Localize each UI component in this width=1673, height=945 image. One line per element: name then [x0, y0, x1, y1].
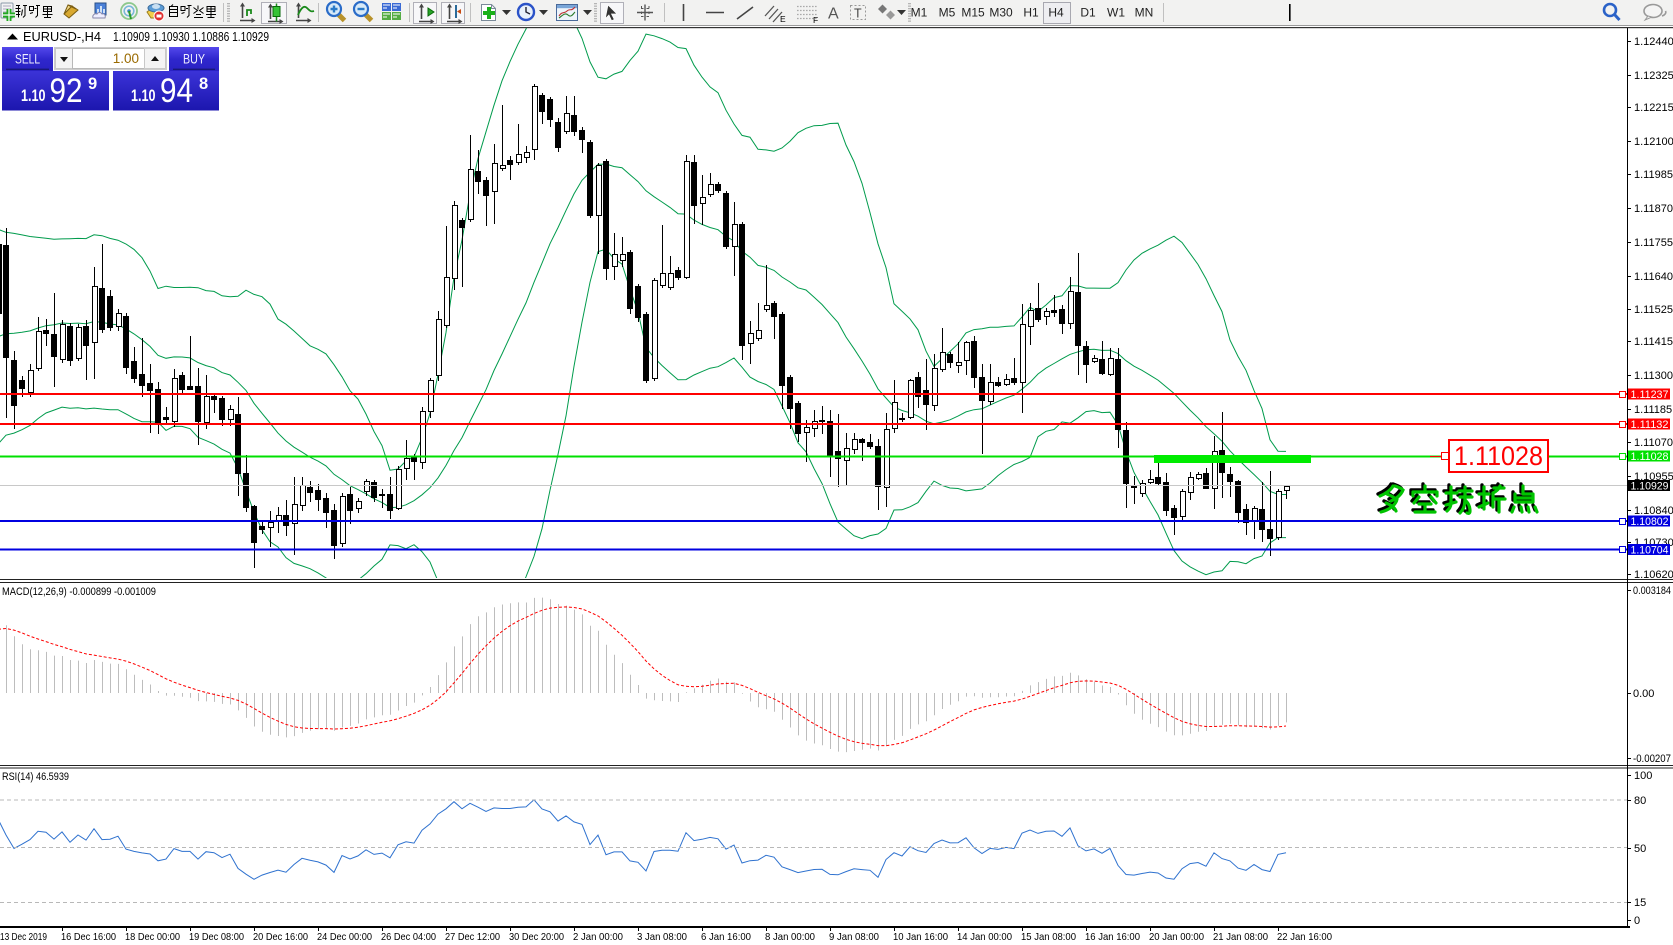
- svg-text:1.00: 1.00: [113, 51, 139, 66]
- svg-text:1.10704: 1.10704: [1631, 545, 1669, 557]
- svg-text:1.11525: 1.11525: [1634, 304, 1673, 316]
- svg-text:1.11300: 1.11300: [1634, 370, 1673, 382]
- svg-text:16 Jan 16:00: 16 Jan 16:00: [1085, 931, 1140, 943]
- svg-text:1.11870: 1.11870: [1634, 203, 1673, 215]
- svg-text:MN: MN: [1135, 6, 1154, 20]
- svg-text:16 Dec 16:00: 16 Dec 16:00: [61, 931, 116, 943]
- svg-text:M30: M30: [989, 6, 1013, 20]
- svg-text:E: E: [780, 14, 786, 24]
- svg-text:6 Jan 16:00: 6 Jan 16:00: [701, 931, 751, 943]
- svg-text:14 Jan 00:00: 14 Jan 00:00: [957, 931, 1012, 943]
- svg-text:SELL: SELL: [15, 52, 40, 67]
- svg-text:92: 92: [50, 72, 83, 110]
- svg-text:8 Jan 00:00: 8 Jan 00:00: [765, 931, 815, 943]
- svg-text:10 Jan 16:00: 10 Jan 16:00: [893, 931, 948, 943]
- svg-text:1.12215: 1.12215: [1634, 102, 1673, 114]
- svg-text:94: 94: [160, 72, 193, 110]
- svg-text:100: 100: [1634, 770, 1652, 782]
- svg-text:H1: H1: [1023, 6, 1039, 20]
- svg-text:0.003184: 0.003184: [1633, 585, 1671, 597]
- svg-text:15: 15: [1634, 897, 1646, 909]
- svg-text:1.11755: 1.11755: [1634, 237, 1673, 249]
- svg-text:1.10802: 1.10802: [1631, 516, 1669, 528]
- svg-text:20 Jan 00:00: 20 Jan 00:00: [1149, 931, 1204, 943]
- svg-text:20 Dec 16:00: 20 Dec 16:00: [253, 931, 308, 943]
- svg-text:M5: M5: [939, 6, 956, 20]
- svg-text:1.11185: 1.11185: [1634, 404, 1672, 416]
- svg-text:M1: M1: [911, 6, 928, 20]
- svg-text:50: 50: [1634, 843, 1646, 855]
- svg-text:0.00: 0.00: [1633, 688, 1654, 700]
- svg-text:30 Dec 20:00: 30 Dec 20:00: [509, 931, 564, 943]
- svg-text:1.11070: 1.11070: [1634, 437, 1673, 449]
- svg-text:H4: H4: [1048, 6, 1064, 20]
- svg-text:1.10909 1.10930 1.10886 1.1092: 1.10909 1.10930 1.10886 1.10929: [113, 30, 269, 44]
- svg-text:BUY: BUY: [183, 52, 205, 67]
- svg-text:27 Dec 12:00: 27 Dec 12:00: [445, 931, 500, 943]
- svg-text:18 Dec 00:00: 18 Dec 00:00: [125, 931, 180, 943]
- svg-text:1.11132: 1.11132: [1631, 419, 1669, 431]
- svg-text:1.10: 1.10: [131, 87, 156, 105]
- svg-text:-0.00207: -0.00207: [1633, 753, 1671, 765]
- svg-text:RSI(14) 46.5939: RSI(14) 46.5939: [2, 771, 69, 783]
- svg-text:1.11028: 1.11028: [1631, 451, 1669, 463]
- svg-text:26 Dec 04:00: 26 Dec 04:00: [381, 931, 436, 943]
- svg-text:21 Jan 08:00: 21 Jan 08:00: [1213, 931, 1268, 943]
- svg-text:1.12440: 1.12440: [1634, 36, 1673, 48]
- svg-text:9 Jan 08:00: 9 Jan 08:00: [829, 931, 879, 943]
- svg-text:MACD(12,26,9) -0.000899 -0.001: MACD(12,26,9) -0.000899 -0.001009: [2, 586, 156, 598]
- svg-text:80: 80: [1634, 795, 1646, 807]
- svg-text:1.10929: 1.10929: [1631, 481, 1669, 493]
- svg-text:1.11028: 1.11028: [1454, 441, 1543, 471]
- svg-text:1.10620: 1.10620: [1634, 569, 1673, 581]
- svg-text:T: T: [854, 7, 862, 21]
- svg-text:22 Jan 16:00: 22 Jan 16:00: [1277, 931, 1332, 943]
- svg-text:1.12100: 1.12100: [1634, 136, 1673, 148]
- svg-text:19 Dec 08:00: 19 Dec 08:00: [189, 931, 244, 943]
- svg-text:15 Jan 08:00: 15 Jan 08:00: [1021, 931, 1076, 943]
- svg-text:EURUSD-,H4: EURUSD-,H4: [23, 30, 101, 44]
- svg-text:1.10840: 1.10840: [1634, 505, 1673, 517]
- svg-text:1.10: 1.10: [21, 87, 46, 105]
- svg-text:13 Dec 2019: 13 Dec 2019: [0, 931, 47, 943]
- svg-text:F: F: [813, 15, 818, 25]
- svg-text:1.11640: 1.11640: [1634, 271, 1673, 283]
- svg-text:D1: D1: [1080, 6, 1096, 20]
- svg-text:1.12325: 1.12325: [1634, 70, 1673, 82]
- svg-text:9: 9: [88, 75, 97, 93]
- svg-text:1.11985: 1.11985: [1634, 169, 1673, 181]
- svg-text:24 Dec 00:00: 24 Dec 00:00: [317, 931, 372, 943]
- svg-text:8: 8: [199, 75, 208, 93]
- svg-text:1.11415: 1.11415: [1634, 336, 1673, 348]
- svg-text:A: A: [828, 6, 839, 23]
- svg-text:3 Jan 08:00: 3 Jan 08:00: [637, 931, 687, 943]
- svg-text:W1: W1: [1107, 6, 1125, 20]
- svg-text:0: 0: [1634, 915, 1640, 927]
- svg-text:M15: M15: [961, 6, 985, 20]
- svg-text:1.11237: 1.11237: [1631, 389, 1669, 401]
- svg-text:2 Jan 00:00: 2 Jan 00:00: [573, 931, 623, 943]
